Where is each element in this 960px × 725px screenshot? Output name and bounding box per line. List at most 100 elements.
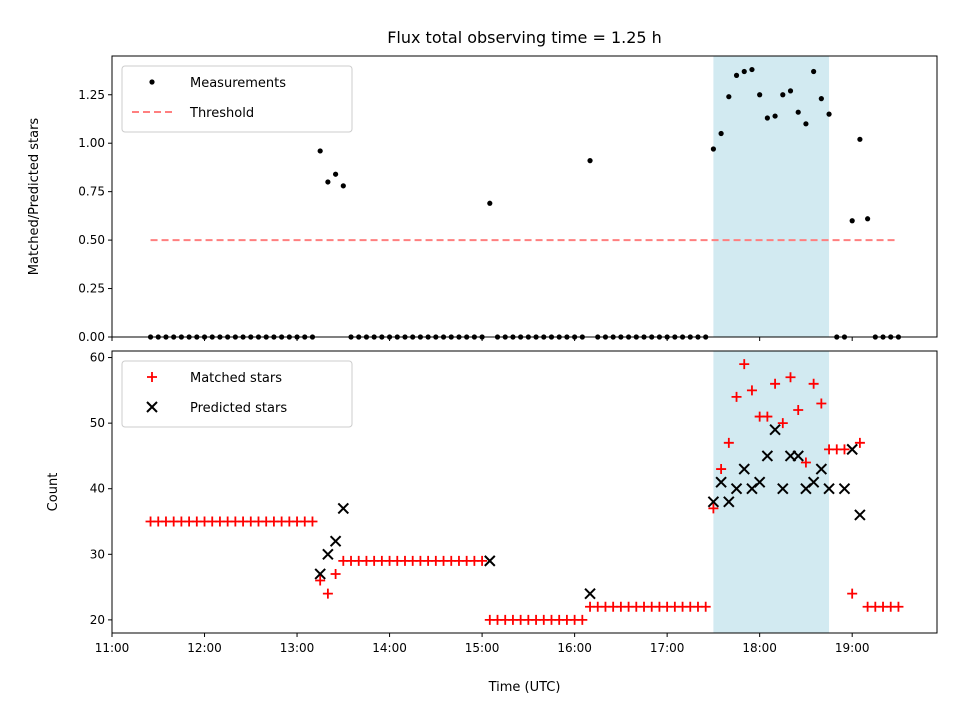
x-tick-label: 19:00 (835, 641, 870, 655)
y-tick-label: 60 (90, 351, 105, 365)
y-tick-label: 0.75 (78, 185, 105, 199)
top-y-ticks: 0.00 0.25 0.50 0.75 1.00 1.25 (78, 88, 112, 344)
x-axis-label: Time (UTC) (488, 680, 561, 695)
matched-star-point (723, 437, 734, 448)
bottom-x-ticks: 11:00 12:00 13:00 14:00 15:00 16:00 17:00 18:00… (95, 633, 870, 655)
measurement-point (757, 92, 763, 98)
top-panel: 0.00 0.25 0.50 0.75 1.00 1.25 Flux total obse… (27, 28, 938, 344)
y-tick-label: 0.25 (78, 282, 105, 296)
legend-predicted-swatch (146, 401, 158, 413)
bottom-series-layer (145, 359, 904, 625)
matched-star-point (330, 568, 341, 579)
top-legend: Measurements Threshold (121, 65, 353, 133)
measurement-point (749, 66, 755, 73)
y-tick-label: 0.50 (78, 233, 105, 247)
legend-measurement-swatch (149, 79, 155, 85)
matched-star-point (731, 391, 742, 402)
x-tick-label: 12:00 (187, 641, 222, 655)
matched-star-point (839, 444, 850, 455)
predicted-star-point (738, 463, 750, 475)
predicted-star-point (337, 502, 350, 515)
measurement-point (325, 179, 331, 185)
measurement-point (803, 121, 809, 127)
matched-star-point (477, 555, 488, 566)
predicted-star-point (769, 423, 781, 436)
predicted-star-point (329, 535, 342, 547)
bottom-panel: 20 30 40 50 60 11:00 12:00 13:00 14:00 15:00 16:0… (46, 350, 938, 695)
measurement-point (487, 200, 493, 206)
x-tick-label: 17:00 (650, 641, 685, 655)
measurement-point (332, 171, 339, 177)
matched-star-point (793, 405, 804, 416)
predicted-star-point (707, 496, 720, 508)
measurement-point (849, 218, 855, 224)
measurement-point (780, 92, 786, 98)
matched-star-point (739, 359, 750, 370)
y-tick-label: 20 (90, 613, 105, 627)
predicted-star-point (815, 463, 828, 475)
x-tick-label: 16:00 (557, 641, 592, 655)
predicted-star-point (823, 483, 835, 495)
measurement-point (587, 158, 593, 164)
measurement-point (826, 111, 832, 117)
predicted-star-point (854, 509, 866, 521)
matched-star-point (577, 614, 588, 625)
predicted-star-point (846, 443, 858, 456)
y-tick-label: 50 (90, 416, 105, 430)
top-highlight-layer (713, 56, 830, 337)
matched-star-point (746, 385, 757, 396)
measurement-point (726, 94, 732, 100)
bottom-y-ticks: 20 30 40 50 60 (90, 351, 112, 627)
matched-star-point (770, 378, 781, 389)
y-tick-label: 0.00 (78, 330, 105, 344)
measurement-point (818, 96, 824, 102)
matched-star-point (307, 516, 318, 527)
bottom-legend: Matched stars Predicted stars (121, 360, 353, 428)
predicted-star-point (792, 450, 804, 462)
legend-label: Matched stars (190, 371, 282, 386)
predicted-star-point (322, 548, 334, 561)
legend-label: Threshold (189, 106, 254, 121)
predicted-star-point (753, 476, 766, 488)
matched-star-point (847, 588, 858, 599)
measurement-point (764, 115, 770, 121)
x-tick-label: 15:00 (465, 641, 500, 655)
matched-star-point (854, 437, 865, 448)
measurement-point (865, 216, 871, 222)
matched-star-point (322, 588, 333, 599)
predicted-star-point (484, 555, 496, 567)
legend-box (121, 360, 353, 428)
legend-box (121, 65, 353, 133)
measurement-point (772, 113, 778, 119)
matched-star-point (762, 411, 773, 422)
predicted-star-point (838, 483, 851, 495)
matched-star-point (893, 601, 904, 612)
bottom-highlight-layer (713, 351, 830, 633)
measurement-point (787, 88, 794, 94)
predicted-star-point (777, 483, 789, 495)
matched-star-point (315, 575, 326, 586)
matched-star-point (777, 418, 788, 429)
legend-label: Measurements (190, 76, 286, 91)
matched-star-point (816, 398, 827, 409)
predicted-star-point (807, 476, 820, 488)
measurement-point (857, 136, 863, 142)
x-tick-label: 11:00 (95, 641, 130, 655)
legend-label: Predicted stars (190, 401, 287, 416)
measurement-point (317, 148, 323, 154)
measurement-point (340, 183, 346, 189)
measurement-point (733, 72, 740, 78)
predicted-star-point (761, 450, 774, 462)
legend-matched-swatch (147, 372, 157, 382)
chart-title: Flux total observing time = 1.25 h (387, 28, 662, 47)
matched-star-point (800, 457, 811, 468)
y-tick-label: 1.25 (78, 88, 105, 102)
predicted-star-point (314, 568, 326, 580)
matched-star-point (785, 372, 796, 383)
matched-star-point (808, 378, 819, 389)
matched-star-point (700, 601, 711, 612)
x-tick-label: 18:00 (742, 641, 777, 655)
measurement-point (795, 109, 801, 115)
predicted-star-point (730, 483, 743, 495)
